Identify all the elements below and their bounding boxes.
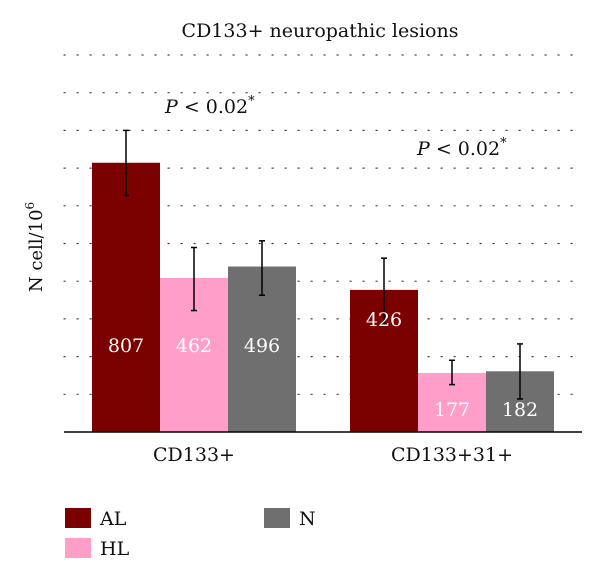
bars (92, 162, 554, 432)
legend: AL HL N (65, 508, 316, 560)
bar-value-labels: 807 426 462 177 496 182 (108, 309, 538, 421)
annotations: P < 0.02* P < 0.02* (164, 94, 507, 160)
y-axis-label-base: N cell/10 (26, 209, 47, 292)
y-axis-label-exponent: 6 (23, 202, 37, 210)
bar-value-label: 426 (366, 309, 402, 331)
error-bars (123, 129, 523, 400)
y-axis-label: N cell/106 (23, 202, 47, 292)
bar-value-label: 182 (502, 399, 538, 421)
legend-swatch-al (65, 508, 91, 528)
p-value-annotation: P < 0.02* (416, 136, 507, 160)
p-value-annotation: P < 0.02* (164, 94, 255, 118)
legend-swatch-hl (65, 538, 91, 558)
x-tick-label: CD133+31+ (391, 444, 513, 466)
bar-value-label: 177 (434, 399, 470, 421)
legend-label-al: AL (99, 508, 127, 530)
bar-value-label: 496 (244, 335, 280, 357)
x-tick-labels: CD133+ CD133+31+ (153, 444, 513, 466)
legend-label-n: N (299, 508, 316, 530)
bar-value-label: 807 (108, 335, 144, 357)
legend-swatch-n (264, 508, 290, 528)
legend-label-hl: HL (100, 538, 130, 560)
bar-value-label: 462 (176, 335, 212, 357)
chart-title: CD133+ neuropathic lesions (182, 20, 459, 42)
bar-al-0 (92, 162, 160, 432)
x-tick-label: CD133+ (153, 444, 235, 466)
